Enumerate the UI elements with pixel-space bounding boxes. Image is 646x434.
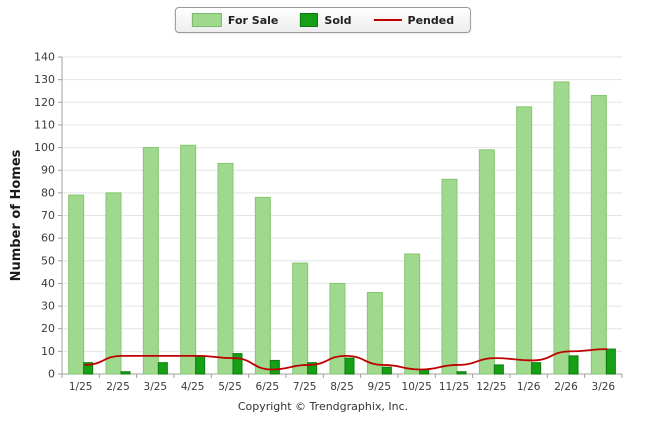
x-axis-label: 7/25 (293, 381, 317, 393)
x-axis-label: 5/25 (218, 381, 242, 393)
bar-sold (83, 362, 94, 375)
x-axis-label: 2/26 (554, 381, 578, 393)
bar-for-sale (68, 194, 85, 375)
bar-for-sale (590, 94, 607, 375)
legend-item-sold: Sold (300, 13, 352, 27)
x-axis-label: 8/25 (330, 381, 354, 393)
bar-sold (307, 362, 318, 375)
y-tick-label: 0 (48, 368, 55, 381)
y-tick-label: 50 (41, 254, 55, 267)
x-axis-label: 12/25 (476, 381, 506, 393)
y-tick-label: 10 (41, 345, 55, 358)
sold-swatch-icon (300, 13, 319, 27)
x-axis-label: 3/25 (144, 381, 168, 393)
bar-for-sale (478, 149, 495, 375)
bar-for-sale (329, 282, 346, 375)
x-axis-label: 1/25 (69, 381, 93, 393)
copyright-text: Copyright © Trendgraphix, Inc. (237, 400, 409, 413)
bar-for-sale (217, 162, 234, 375)
y-tick-label: 60 (41, 232, 55, 245)
y-tick-label: 40 (41, 277, 55, 290)
x-axis-label: 1/26 (517, 381, 541, 393)
legend-label-pended: Pended (407, 13, 455, 27)
bar-sold (344, 357, 355, 375)
y-tick-label: 110 (34, 118, 55, 131)
bar-for-sale (254, 196, 271, 375)
bar-for-sale (516, 106, 533, 375)
bar-sold (568, 355, 579, 375)
y-axis-title: Number of Homes (9, 149, 24, 281)
x-axis-label: 11/25 (439, 381, 469, 393)
bar-sold (381, 366, 392, 375)
y-tick-label: 80 (41, 186, 55, 199)
x-axis-label: 9/25 (368, 381, 392, 393)
y-tick-label: 70 (41, 209, 55, 222)
x-axis-label: 2/25 (106, 381, 130, 393)
y-tick-label: 100 (34, 141, 55, 154)
y-tick-label: 20 (41, 322, 55, 335)
y-tick-label: 130 (34, 73, 55, 86)
bar-for-sale (105, 192, 122, 375)
bar-sold (493, 364, 504, 375)
y-tick-label: 140 (34, 51, 55, 64)
bar-for-sale (142, 147, 159, 375)
x-axis-label: 10/25 (402, 381, 432, 393)
legend-label-sold: Sold (324, 13, 352, 27)
for-sale-swatch-icon (191, 13, 222, 27)
pended-line (84, 348, 608, 371)
legend-item-pended: Pended (373, 13, 455, 27)
bar-for-sale (292, 262, 309, 375)
pended-line-swatch-icon (373, 19, 402, 21)
x-axis-label: 3/26 (592, 381, 616, 393)
bar-sold (605, 348, 616, 375)
bar-sold (531, 362, 542, 375)
bar-for-sale (553, 81, 570, 375)
bar-sold (120, 371, 131, 375)
bar-for-sale (366, 291, 383, 375)
bar-for-sale (404, 253, 421, 375)
x-axis-label: 4/25 (181, 381, 205, 393)
bar-sold (195, 355, 206, 375)
y-tick-label: 120 (34, 96, 55, 109)
legend-item-for-sale: For Sale (191, 13, 279, 27)
bar-sold (269, 359, 280, 375)
bar-for-sale (180, 144, 197, 375)
legend: For Sale Sold Pended (174, 7, 472, 33)
x-axis-label: 6/25 (256, 381, 280, 393)
bar-sold (157, 362, 168, 375)
legend-label-for-sale: For Sale (227, 13, 279, 27)
bar-for-sale (441, 178, 458, 375)
bar-sold (456, 371, 467, 375)
y-tick-label: 90 (41, 164, 55, 177)
y-tick-label: 30 (41, 300, 55, 313)
bar-sold (232, 353, 243, 375)
